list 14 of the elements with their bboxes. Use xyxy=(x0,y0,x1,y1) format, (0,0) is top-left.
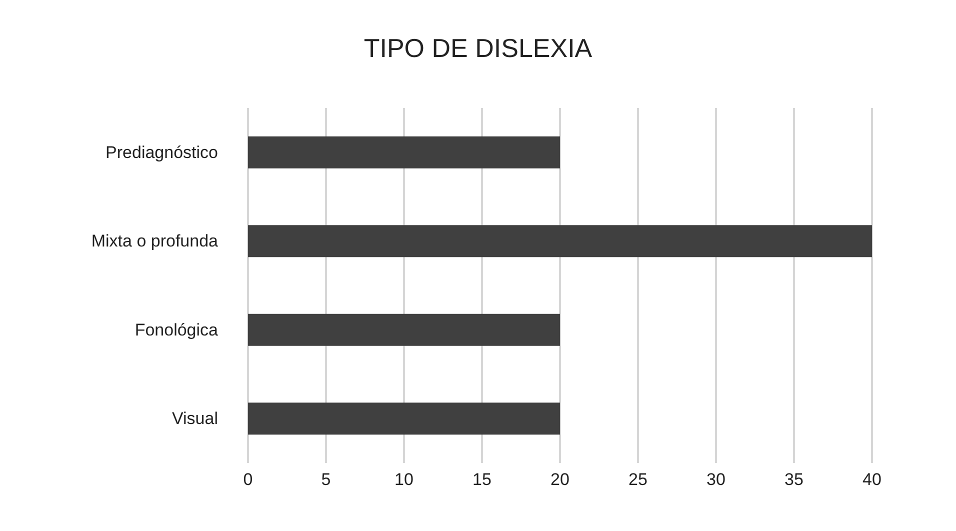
x-tick-label: 30 xyxy=(706,470,726,489)
y-tick-label: Visual xyxy=(172,409,218,428)
x-tick-label: 35 xyxy=(784,470,804,489)
x-tick-label: 20 xyxy=(550,470,570,489)
x-tick-label: 10 xyxy=(394,470,414,489)
chart-title: TIPO DE DISLEXIA xyxy=(364,33,593,63)
x-tick-label: 15 xyxy=(472,470,492,489)
x-tick-label: 40 xyxy=(862,470,882,489)
y-tick-label: Prediagnóstico xyxy=(106,142,218,162)
x-tick-label: 25 xyxy=(628,470,648,489)
y-tick-label: Mixta o profunda xyxy=(91,232,219,251)
x-tick-label: 5 xyxy=(321,470,331,489)
y-tick-label: Fonológica xyxy=(134,320,219,340)
x-tick-label: 0 xyxy=(243,470,253,489)
